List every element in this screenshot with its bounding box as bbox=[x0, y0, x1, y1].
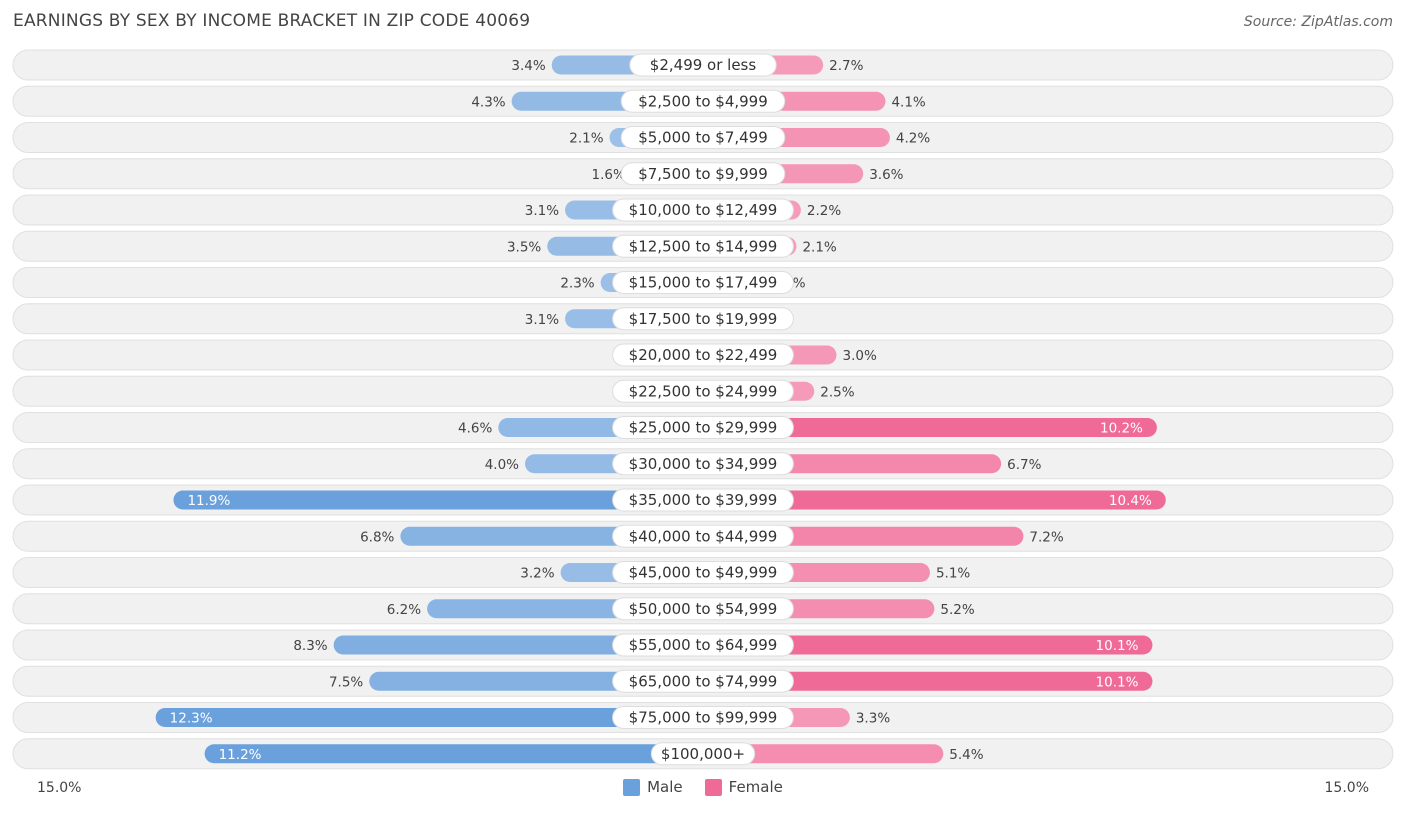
male-value-label: 6.2% bbox=[387, 602, 421, 618]
female-value-label: 2.2% bbox=[807, 203, 841, 219]
male-bar bbox=[173, 490, 703, 510]
legend: Male Female bbox=[0, 778, 1406, 796]
category-pill bbox=[612, 706, 794, 729]
category-pill bbox=[612, 416, 794, 439]
category-label: $25,000 to $29,999 bbox=[629, 419, 778, 437]
legend-swatch-male bbox=[623, 778, 641, 796]
male-value-label: 3.2% bbox=[520, 566, 554, 582]
male-value-label: 2.3% bbox=[560, 276, 594, 292]
chart-canvas: 3.4% 2.7% $2,499 or less 4.3% 4.1% $2,500 to … bbox=[12, 49, 1394, 770]
category-label: $45,000 to $49,999 bbox=[629, 564, 778, 582]
category-label: $75,000 to $99,999 bbox=[629, 709, 778, 727]
female-value-label: 5.2% bbox=[940, 602, 974, 618]
female-bar bbox=[703, 635, 1153, 655]
male-value-label: 3.5% bbox=[507, 239, 541, 255]
male-value-label: 11.9% bbox=[187, 493, 230, 509]
legend-item-male[interactable]: Male bbox=[623, 778, 683, 796]
female-bar bbox=[703, 490, 1166, 510]
category-label: $15,000 to $17,499 bbox=[629, 274, 778, 292]
category-pill bbox=[620, 126, 786, 149]
female-value-label: 10.1% bbox=[1096, 674, 1139, 690]
female-bar bbox=[703, 744, 944, 764]
category-label: $7,500 to $9,999 bbox=[638, 165, 768, 183]
category-pill bbox=[612, 198, 794, 222]
female-value-label: 10.4% bbox=[1109, 493, 1152, 509]
category-label: $17,500 to $19,999 bbox=[629, 310, 778, 328]
category-label: $12,500 to $14,999 bbox=[629, 237, 778, 255]
female-value-label: 5.4% bbox=[949, 747, 983, 763]
category-label: $2,500 to $4,999 bbox=[638, 92, 768, 110]
chart-title: EARNINGS BY SEX BY INCOME BRACKET IN ZIP… bbox=[13, 11, 531, 31]
male-value-label: 4.3% bbox=[471, 94, 505, 110]
female-value-label: 3.0% bbox=[843, 348, 877, 364]
male-value-label: 7.5% bbox=[329, 674, 363, 690]
male-value-label: 3.1% bbox=[525, 203, 559, 219]
male-value-label: 11.2% bbox=[219, 747, 262, 763]
female-value-label: 6.7% bbox=[1007, 457, 1041, 473]
chart-source: Source: ZipAtlas.com bbox=[1243, 14, 1393, 30]
category-label: $2,499 or less bbox=[650, 56, 757, 74]
male-value-label: 4.0% bbox=[485, 457, 519, 473]
legend-label-female: Female bbox=[728, 778, 783, 796]
category-label: $5,000 to $7,499 bbox=[638, 129, 768, 147]
male-value-label: 1.6% bbox=[591, 167, 625, 183]
male-bar bbox=[333, 635, 703, 655]
category-label: $20,000 to $22,499 bbox=[629, 346, 778, 364]
category-pill bbox=[612, 271, 794, 294]
female-value-label: 10.2% bbox=[1100, 421, 1143, 437]
category-pill bbox=[612, 307, 794, 331]
female-value-label: 10.1% bbox=[1096, 638, 1139, 654]
axis-right-label: 15.0% bbox=[1324, 780, 1369, 796]
category-pill bbox=[620, 162, 786, 186]
male-value-label: 2.1% bbox=[569, 131, 603, 147]
category-pill bbox=[612, 379, 794, 403]
male-bar bbox=[204, 744, 703, 764]
male-value-label: 3.1% bbox=[525, 312, 559, 328]
male-value-label: 12.3% bbox=[170, 711, 213, 727]
female-value-label: 4.1% bbox=[891, 94, 925, 110]
male-value-label: 6.8% bbox=[360, 529, 394, 545]
male-bar bbox=[155, 708, 703, 727]
category-pill bbox=[612, 343, 794, 367]
category-pill bbox=[612, 234, 794, 258]
male-value-label: 3.4% bbox=[511, 58, 545, 74]
axis-left-label: 15.0% bbox=[37, 780, 82, 796]
category-pill bbox=[612, 561, 794, 584]
category-label: $65,000 to $74,999 bbox=[629, 672, 778, 690]
category-label: $40,000 to $44,999 bbox=[629, 527, 778, 545]
category-label: $30,000 to $34,999 bbox=[629, 455, 778, 473]
female-value-label: 4.2% bbox=[896, 131, 930, 147]
category-label: $55,000 to $64,999 bbox=[629, 636, 778, 654]
category-label: $22,500 to $24,999 bbox=[629, 382, 778, 400]
female-value-label: 3.6% bbox=[869, 167, 903, 183]
female-bar bbox=[703, 418, 1157, 437]
category-label: $10,000 to $12,499 bbox=[629, 201, 778, 219]
category-label: $35,000 to $39,999 bbox=[629, 491, 778, 509]
category-label: $100,000+ bbox=[661, 745, 745, 763]
female-value-label: 5.1% bbox=[936, 566, 970, 582]
female-value-label: 2.5% bbox=[820, 384, 854, 400]
male-value-label: 8.3% bbox=[293, 638, 327, 654]
legend-label-male: Male bbox=[647, 778, 683, 796]
category-pill bbox=[612, 524, 794, 548]
female-bar bbox=[703, 671, 1153, 691]
category-pill bbox=[612, 488, 794, 512]
female-value-label: 2.1% bbox=[802, 239, 836, 255]
female-value-label: 2.7% bbox=[829, 58, 863, 74]
female-value-label: 7.2% bbox=[1029, 529, 1063, 545]
category-pill bbox=[612, 669, 794, 693]
legend-item-female[interactable]: Female bbox=[704, 778, 783, 796]
female-value-label: 3.3% bbox=[856, 711, 890, 727]
category-pill bbox=[612, 633, 794, 657]
category-pill bbox=[650, 742, 756, 766]
category-pill bbox=[620, 89, 786, 113]
category-label: $50,000 to $54,999 bbox=[629, 600, 778, 618]
category-pill bbox=[612, 452, 794, 476]
legend-swatch-female bbox=[704, 778, 722, 796]
category-pill bbox=[612, 597, 794, 621]
category-pill bbox=[629, 53, 777, 77]
male-value-label: 4.6% bbox=[458, 421, 492, 437]
